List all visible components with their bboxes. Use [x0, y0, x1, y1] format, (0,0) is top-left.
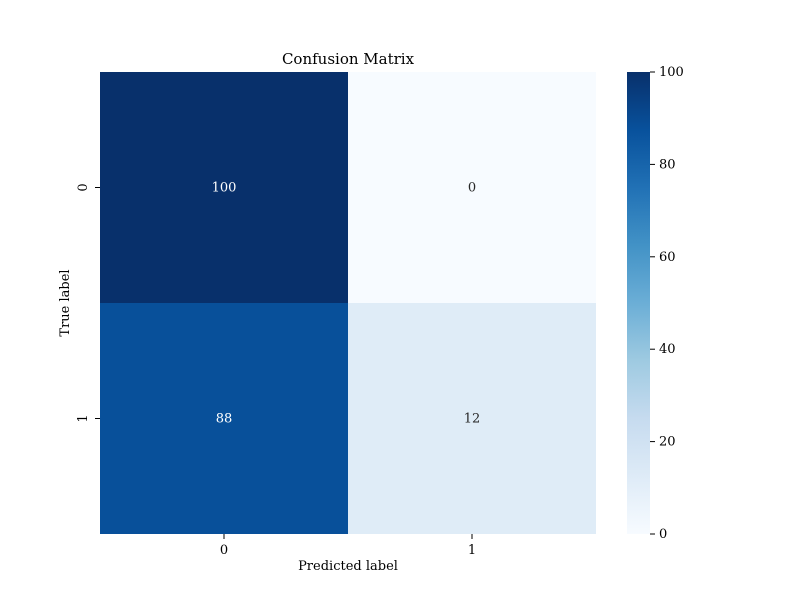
- heatmap-cell-1-1: [348, 303, 596, 534]
- x-axis-label: Predicted label: [298, 559, 398, 574]
- colorbar-axis: 0 20 40 60 80 100: [650, 65, 684, 542]
- heatmap-cell-0-0: [100, 72, 348, 303]
- chart-title: Confusion Matrix: [282, 50, 415, 68]
- colorbar-tick-label: 60: [659, 250, 676, 265]
- heatmap-cell-1-0: [100, 303, 348, 534]
- colorbar-tick-label: 100: [659, 65, 684, 80]
- colorbar-tick-label: 20: [659, 435, 676, 450]
- x-tick-label: 0: [220, 543, 228, 558]
- colorbar: [627, 72, 650, 534]
- colorbar-tick-label: 40: [659, 342, 676, 357]
- cell-value-label-0-1: 0: [468, 181, 476, 196]
- heatmap-cells: [100, 72, 596, 534]
- y-tick-label: 0: [76, 183, 91, 191]
- heatmap-cell-labels: 100 0 88 12: [212, 181, 481, 427]
- cell-value-label-0-0: 100: [212, 181, 237, 196]
- y-tick-label: 1: [76, 414, 91, 422]
- cell-value-label-1-1: 12: [464, 412, 481, 427]
- x-tick-label: 1: [468, 543, 476, 558]
- y-axis: 01: [76, 183, 100, 423]
- colorbar-tick-label: 0: [659, 527, 667, 542]
- colorbar-tick-label: 80: [659, 157, 676, 172]
- cell-value-label-1-0: 88: [216, 412, 233, 427]
- heatmap-cell-0-1: [348, 72, 596, 303]
- y-axis-label: True label: [58, 269, 73, 336]
